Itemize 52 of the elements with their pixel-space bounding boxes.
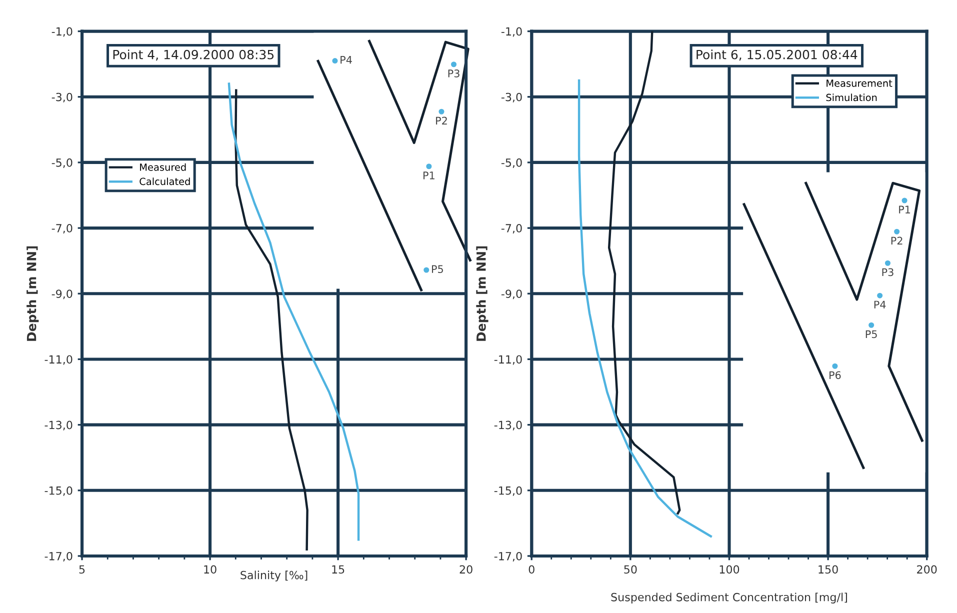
y-tick-label: -11,0 — [44, 355, 72, 365]
x-axis-title: Salinity [‰] — [240, 570, 308, 582]
line-series — [578, 79, 712, 538]
legend-label: Measurement — [826, 80, 892, 87]
text: Point 4, 14.09.2000 08:35 — [113, 50, 274, 61]
y-tick-label: -11,0 — [494, 355, 522, 365]
y-tick-label: -15,0 — [44, 486, 72, 496]
y-tick-label: -15,0 — [494, 486, 522, 496]
x-tick-label: 10 — [204, 565, 216, 574]
x-tick-label: 50 — [624, 565, 637, 574]
x-tick-label: 200 — [917, 565, 937, 574]
y-tick-label: -17,0 — [494, 552, 522, 562]
y-tick-label: -5,0 — [52, 158, 72, 168]
legend-label: Measured — [140, 163, 186, 171]
y-tick-label: -17,0 — [44, 552, 72, 562]
annotation: P3 — [448, 69, 460, 78]
y-tick-label: -5,0 — [501, 158, 522, 168]
annotation: P3 — [882, 268, 894, 276]
annotation: P4 — [874, 300, 886, 308]
annotation: P5 — [432, 265, 443, 274]
y-tick-label: -1,0 — [52, 27, 72, 37]
legend-label: Calculated — [140, 178, 190, 186]
y-tick-label: -7,0 — [52, 224, 72, 234]
x-tick-label: 20 — [460, 565, 472, 574]
legend-label: Simulation — [826, 94, 877, 102]
y-tick-label: -13,0 — [44, 420, 72, 430]
x-tick-label: 15 — [332, 565, 344, 574]
x-tick-label: 0 — [528, 565, 534, 574]
y-axis-title: Depth [m NN] — [476, 246, 488, 341]
annotation: P4 — [340, 56, 352, 64]
y-tick-label: -9,0 — [52, 290, 72, 300]
y-tick-label: -9,0 — [501, 290, 522, 300]
annotation: P2 — [436, 116, 447, 124]
annotation: P1 — [424, 172, 434, 180]
annotation: P1 — [899, 206, 910, 214]
line-series — [608, 31, 681, 514]
y-tick-label: -7,0 — [501, 224, 522, 234]
line-series — [228, 82, 360, 541]
x-axis-title: Suspended Sediment Concentration [mg/l] — [611, 592, 847, 604]
annotation: P2 — [891, 236, 902, 244]
y-axis-title: Depth [m NN] — [26, 246, 39, 341]
annotation: P6 — [830, 371, 841, 380]
line-series — [234, 89, 308, 551]
y-tick-label: -3,0 — [52, 92, 72, 102]
x-tick-label: 5 — [79, 565, 85, 574]
y-tick-label: -1,0 — [501, 27, 522, 37]
text: Point 6, 15.05.2001 08:44 — [696, 50, 858, 61]
y-tick-label: -13,0 — [494, 420, 522, 430]
x-tick-label: 150 — [818, 565, 838, 574]
x-tick-label: 100 — [720, 565, 740, 574]
annotation: P5 — [866, 330, 877, 338]
y-tick-label: -3,0 — [501, 92, 522, 102]
